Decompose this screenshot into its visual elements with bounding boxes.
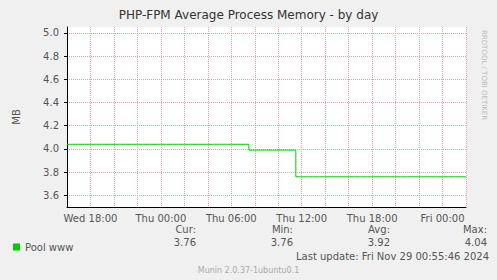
svg-text:RRDTOOL / TOBI OETIKER: RRDTOOL / TOBI OETIKER — [480, 30, 488, 120]
svg-text:5.0: 5.0 — [43, 27, 59, 38]
svg-text:Thu 06:00: Thu 06:00 — [205, 213, 257, 224]
svg-text:Munin 2.0.37-1ubuntu0.1: Munin 2.0.37-1ubuntu0.1 — [198, 266, 300, 275]
svg-text:MB: MB — [11, 109, 22, 125]
svg-text:3.6: 3.6 — [43, 190, 59, 201]
svg-text:Thu 12:00: Thu 12:00 — [275, 213, 327, 224]
svg-text:3.8: 3.8 — [43, 167, 59, 178]
svg-text:3.92: 3.92 — [368, 237, 390, 248]
svg-text:Cur:: Cur: — [175, 224, 196, 235]
svg-text:Avg:: Avg: — [368, 224, 390, 235]
svg-text:Fri 00:00: Fri 00:00 — [421, 213, 465, 224]
svg-text:4.2: 4.2 — [43, 120, 59, 131]
svg-text:3.76: 3.76 — [271, 237, 293, 248]
svg-text:Max:: Max: — [463, 224, 487, 235]
svg-text:Wed 18:00: Wed 18:00 — [64, 213, 118, 224]
svg-text:4.8: 4.8 — [43, 51, 59, 62]
svg-text:4.0: 4.0 — [43, 143, 59, 154]
svg-text:4.6: 4.6 — [43, 74, 59, 85]
svg-text:Pool www: Pool www — [25, 242, 73, 253]
svg-text:4.04: 4.04 — [465, 237, 487, 248]
svg-text:PHP-FPM Average Process Memory: PHP-FPM Average Process Memory - by day — [119, 8, 379, 22]
svg-text:Min:: Min: — [272, 224, 293, 235]
svg-text:4.4: 4.4 — [43, 97, 59, 108]
svg-text:Thu 00:00: Thu 00:00 — [134, 213, 186, 224]
svg-text:3.76: 3.76 — [174, 237, 196, 248]
svg-text:Thu 18:00: Thu 18:00 — [346, 213, 398, 224]
svg-text:Last update: Fri Nov 29 00:55:: Last update: Fri Nov 29 00:55:46 2024 — [296, 251, 489, 262]
